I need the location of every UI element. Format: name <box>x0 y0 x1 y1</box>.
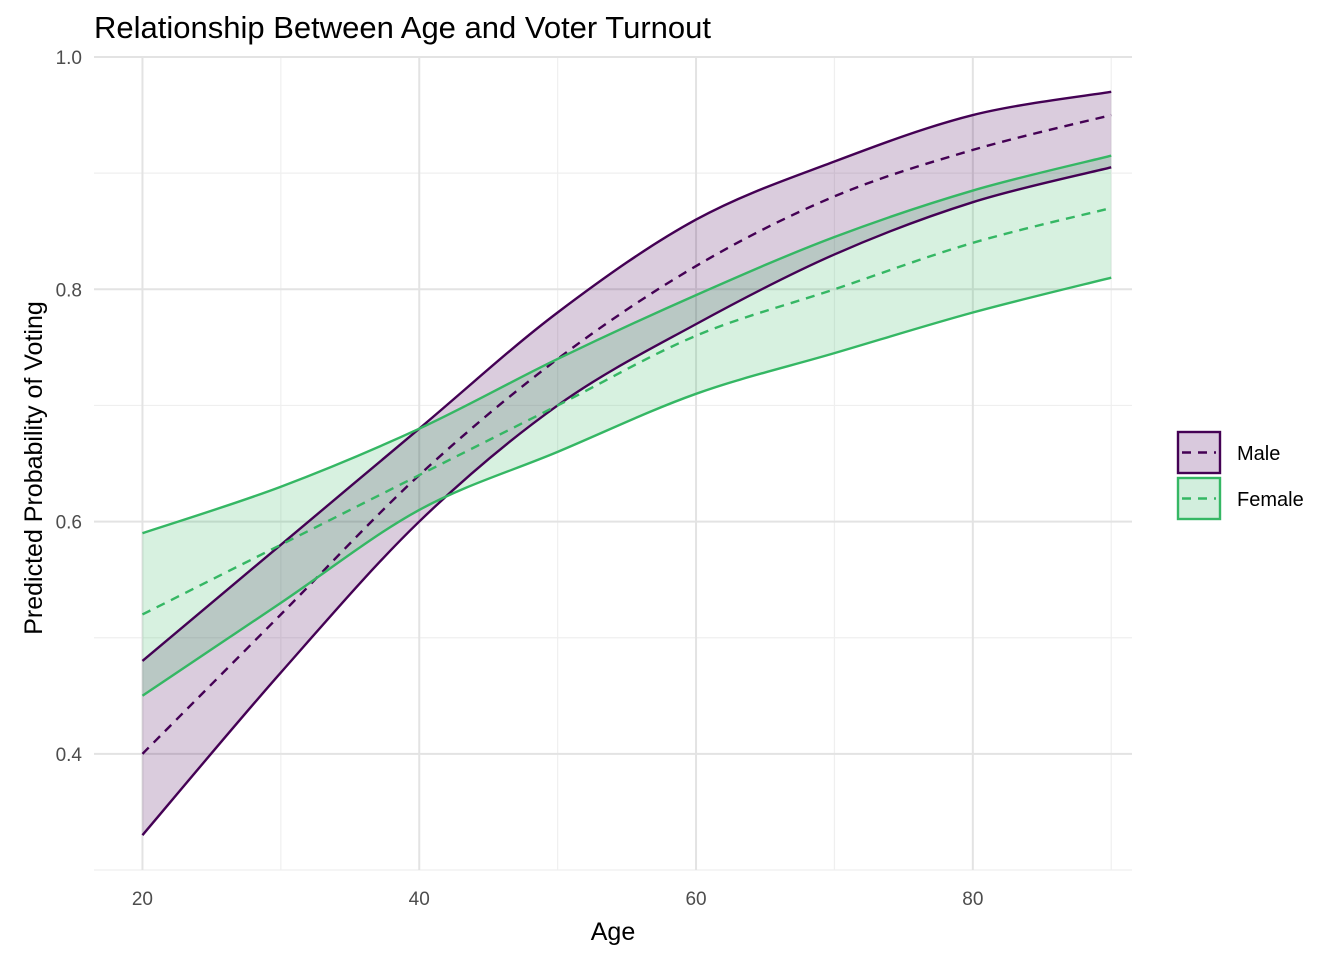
legend: Male Female <box>1176 430 1304 521</box>
female-lower-bound-line <box>141 276 1112 697</box>
x-tick-label: 60 <box>685 889 706 910</box>
male-upper-bound-line <box>141 90 1112 662</box>
chart-title: Relationship Between Age and Voter Turno… <box>94 10 711 45</box>
y-axis-title: Predicted Probability of Voting <box>20 301 48 635</box>
series-lines <box>141 90 1112 836</box>
x-tick-label: 40 <box>409 889 430 910</box>
male-lower-bound-line <box>141 166 1112 836</box>
female-upper-bound-line <box>142 154 1112 535</box>
confidence-bands <box>142 91 1112 836</box>
male-confidence-band <box>142 91 1112 836</box>
y-tick-label: 0.4 <box>56 745 83 766</box>
y-tick-label: 0.8 <box>56 280 82 301</box>
y-tick-label: 1.0 <box>56 48 82 69</box>
grid <box>94 56 1132 871</box>
female-predicted-line <box>141 206 1112 616</box>
female-legend-label: Female <box>1237 489 1304 511</box>
male-legend-label: Male <box>1237 443 1280 465</box>
x-tick-label: 20 <box>132 889 153 910</box>
y-tick-label: 0.6 <box>56 513 82 534</box>
male-predicted-line <box>141 113 1112 755</box>
axes: 20 40 60 80 0.4 0.6 0.8 1.0 <box>56 48 984 910</box>
x-axis-title: Age <box>591 918 635 946</box>
x-tick-label: 80 <box>962 889 983 910</box>
female-confidence-band <box>142 155 1112 696</box>
